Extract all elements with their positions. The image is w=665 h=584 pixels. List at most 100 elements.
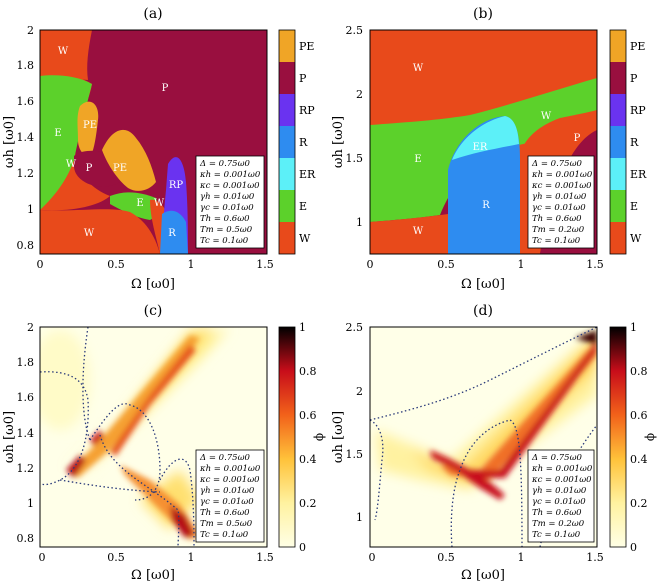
- param-text: Tm = 0.2ω0: [532, 225, 585, 235]
- y-tick-label: 1.2: [17, 167, 35, 180]
- colorbar-segment-w: [279, 222, 295, 254]
- colorbar-label: R: [299, 136, 308, 149]
- param-text: Th = 0.6ω0: [532, 214, 582, 224]
- x-tick-label: 1: [518, 258, 525, 271]
- param-text: γc = 0.01ω0: [532, 497, 586, 507]
- colorbar-segment-w: [610, 222, 626, 254]
- param-text: Δ = 0.75ω0: [199, 159, 251, 169]
- param-text: Tm = 0.5ω0: [200, 225, 253, 235]
- panel-d-title: (d): [473, 303, 493, 319]
- heat-core: [430, 330, 597, 500]
- y-tick-label: 1.5: [346, 448, 364, 461]
- panel-c-frame: [39, 326, 268, 548]
- colorbar-tick-label: 1: [299, 321, 306, 334]
- param-text: κc = 0.001ω0: [531, 475, 592, 485]
- x-tick-label: 1.5: [256, 258, 274, 271]
- param-text: Δ = 0.75ω0: [199, 453, 251, 463]
- colorbar-segment-r: [610, 126, 626, 158]
- y-tick-label: 1: [27, 203, 34, 216]
- region-e-lower: [110, 192, 158, 220]
- region-w-bottom-left: [370, 214, 448, 254]
- param-text: γh = 0.01ω0: [532, 486, 587, 496]
- panel-b-frame: [369, 29, 598, 255]
- panel-a: (a) W P E PE W P PE E W RP R: [2, 6, 316, 292]
- panel-c: (c): [2, 303, 326, 583]
- param-text: Tm = 0.2ω0: [532, 519, 585, 529]
- param-text: κc = 0.001ω0: [199, 181, 260, 191]
- y-axis-label: ωh [ω0]: [331, 411, 346, 463]
- x-tick-label: 0: [39, 551, 46, 564]
- colorbar-segment-e: [279, 190, 295, 222]
- colorbar-segment-rp: [279, 94, 295, 126]
- y-tick-label: 1: [356, 511, 363, 524]
- region-w-top: [370, 30, 597, 125]
- colorbar-segment-p: [610, 62, 626, 94]
- param-box: [527, 449, 595, 543]
- region-label: E: [54, 128, 61, 139]
- panel-b: (b) W E ER R W W P Δ = 0.75ω0 κh = 0.00: [331, 6, 647, 292]
- panel-c-xticks: 0 0.5 1 1.5: [39, 551, 274, 564]
- param-text: γc = 0.01ω0: [200, 203, 254, 213]
- colorbar-axis-label: ϕ: [643, 433, 657, 441]
- panel-b-xticks: 0 0.5 1 1.5: [367, 258, 604, 271]
- region-label: RP: [169, 180, 184, 191]
- region-label: R: [168, 228, 176, 239]
- y-tick-label: 2: [356, 385, 363, 398]
- param-box: [195, 449, 265, 543]
- panel-a-map: [40, 30, 267, 254]
- region-label: W: [154, 198, 165, 209]
- param-text: κh = 0.001ω0: [531, 464, 593, 474]
- x-tick-label: 1: [518, 551, 525, 564]
- y-tick-label: 1: [27, 497, 34, 510]
- y-tick-label: 2.5: [346, 321, 364, 334]
- param-text: κc = 0.001ω0: [199, 475, 260, 485]
- x-tick-label: 0.5: [107, 551, 125, 564]
- colorbar-segment-er: [279, 158, 295, 190]
- colorbar-tick-label: 0: [630, 541, 637, 554]
- colorbar-label: E: [299, 200, 307, 213]
- y-tick-label: 1.4: [17, 131, 35, 144]
- colorbar-segment-pe: [610, 30, 626, 62]
- panel-c-title: (c): [144, 303, 163, 319]
- y-tick-label: 1.5: [346, 152, 364, 165]
- colorbar-tick-label: 0.2: [630, 497, 648, 510]
- colorbar-label: P: [630, 72, 638, 85]
- panel-d-colorbar: 0 0.2 0.4 0.6 0.8 1 ϕ: [609, 321, 657, 554]
- y-tick-label: 1.6: [17, 391, 35, 404]
- region-label: W: [541, 111, 552, 122]
- colorbar-label: ER: [630, 168, 647, 181]
- colorbar-tick-label: 0.8: [630, 365, 648, 378]
- colorbar-frame: [278, 29, 296, 255]
- colorbar-segment-er: [610, 158, 626, 190]
- panel-d-frame: [369, 326, 598, 548]
- panel-c-colorbar: 0 0.2 0.4 0.6 0.8 1 ϕ: [278, 321, 326, 554]
- x-axis-label: Ω [ω0]: [131, 568, 175, 583]
- panel-a-xticks: 0 0.5 1 1.5: [37, 258, 274, 271]
- y-tick-label: 2: [356, 88, 363, 101]
- param-text: γh = 0.01ω0: [200, 192, 255, 202]
- colorbar-tick-label: 1: [630, 321, 637, 334]
- region-label: W: [413, 63, 424, 74]
- x-tick-label: 0: [367, 258, 374, 271]
- region-pe-lower: [102, 129, 156, 191]
- param-text: γh = 0.01ω0: [200, 486, 255, 496]
- panel-b-region-labels: W E ER R W W P: [413, 63, 581, 237]
- region-er: [452, 116, 519, 160]
- param-text: Δ = 0.75ω0: [531, 159, 583, 169]
- param-text: γc = 0.01ω0: [532, 203, 586, 213]
- x-tick-label: 1: [188, 551, 195, 564]
- colorbar-label: R: [630, 136, 639, 149]
- region-label: PE: [113, 163, 127, 174]
- colorbar-tick-label: 0.6: [299, 409, 317, 422]
- panel-b-yticks: 1 1.5 2 2.5: [346, 24, 364, 229]
- region-label: P: [86, 163, 93, 174]
- colorbar-label: W: [299, 232, 311, 245]
- param-text: κh = 0.001ω0: [199, 464, 261, 474]
- colorbar-label: P: [299, 72, 307, 85]
- colorbar-tick-label: 0.6: [630, 409, 648, 422]
- x-tick-label: 1: [188, 258, 195, 271]
- param-text: Tm = 0.5ω0: [200, 519, 253, 529]
- colorbar-tick-label: 0.4: [299, 453, 317, 466]
- x-tick-label: 1.5: [256, 551, 274, 564]
- panel-d: (d) Δ = 0.75ω0 κh = 0.: [331, 303, 657, 583]
